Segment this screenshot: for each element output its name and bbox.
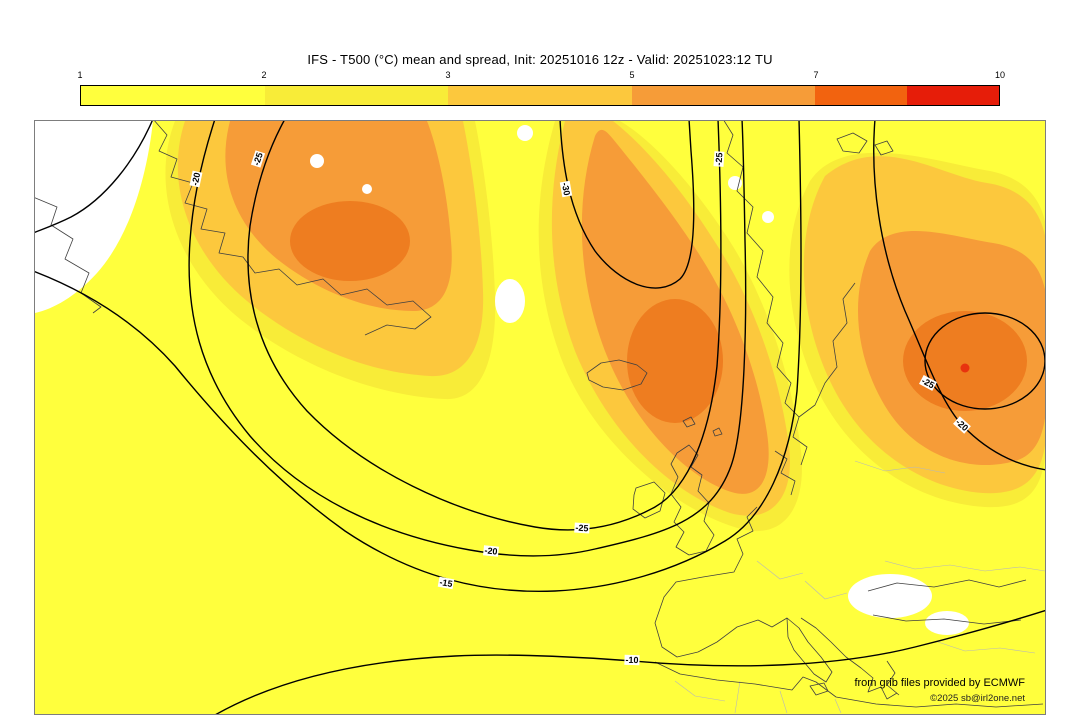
spread-region <box>310 154 324 168</box>
border-line <box>884 560 1045 572</box>
coast-black-sea-north <box>867 579 1027 592</box>
spread-region <box>848 574 932 618</box>
coast-north-africa <box>654 661 1044 708</box>
contour-line-minus15 <box>35 121 802 593</box>
contour-line <box>35 121 153 233</box>
colorbar-tick: 3 <box>445 70 451 80</box>
colorbar-segment <box>81 86 265 105</box>
coast-svalbard <box>836 132 894 156</box>
contour-line-minus20 <box>188 121 747 557</box>
contour-line-minus25 <box>247 121 722 531</box>
border-line <box>734 680 741 714</box>
border-line <box>834 698 842 714</box>
colorbar-tick: 1 <box>77 70 83 80</box>
colorbar-segment <box>264 86 449 105</box>
colorbar-tick: 7 <box>813 70 819 80</box>
coast-italy <box>786 617 833 683</box>
coast-labrador <box>35 197 102 314</box>
coast-west-europe <box>654 506 788 658</box>
spread-max-dot <box>960 363 970 373</box>
spread-region <box>517 125 533 141</box>
coast-balkans <box>800 617 898 700</box>
page-title: IFS - T500 (°C) mean and spread, Init: 2… <box>307 52 773 67</box>
colorbar-tick: 5 <box>629 70 635 80</box>
colorbar-tick: 2 <box>261 70 267 80</box>
coast-aegean <box>886 660 900 696</box>
admin-borders <box>674 460 1045 714</box>
spread-region <box>290 201 410 281</box>
border-line <box>756 560 804 580</box>
border-line <box>934 640 1036 654</box>
contour-closed-minus25 <box>924 312 1045 410</box>
colorbar-segment <box>815 86 908 105</box>
spread-region <box>925 611 969 635</box>
colorbar-ticks: 1 2 3 5 7 10 <box>77 70 1005 84</box>
spread-region <box>495 279 525 323</box>
credit-ecmwf: from grib files provided by ECMWF <box>854 677 1025 689</box>
coast-sweden <box>798 282 856 418</box>
coast-black-sea-south <box>872 614 1022 625</box>
coast-greenland <box>154 121 432 336</box>
border-line <box>779 690 788 714</box>
border-line <box>854 460 946 474</box>
map: -30 -25 -25 -25 -20 -20 -15 -10 -25 -20 from grib… <box>34 120 1046 715</box>
map-canvas <box>35 121 1045 714</box>
contour-line-minus20-east <box>873 121 1045 471</box>
border-line <box>674 680 726 702</box>
credit-copyright: ©2025 sb@irl2one.net <box>930 693 1025 704</box>
coast-iceland <box>586 359 648 391</box>
border-line <box>804 580 848 600</box>
colorbar-bar <box>80 85 1000 106</box>
colorbar-segment <box>907 86 999 105</box>
colorbar-tick: 10 <box>994 70 1006 80</box>
spread-region <box>362 184 372 194</box>
colorbar: 1 2 3 5 7 10 <box>77 70 1005 108</box>
colorbar-segment <box>631 86 816 105</box>
spread-region <box>627 299 723 423</box>
coast-denmark <box>774 450 796 496</box>
colorbar-segment <box>448 86 632 105</box>
spread-region <box>762 211 774 223</box>
credits: from grib files provided by ECMWF ©2025 … <box>854 677 1025 704</box>
coast-ireland <box>632 481 666 519</box>
coast-faroes-shetland <box>682 416 723 437</box>
spread-region <box>903 311 1027 411</box>
